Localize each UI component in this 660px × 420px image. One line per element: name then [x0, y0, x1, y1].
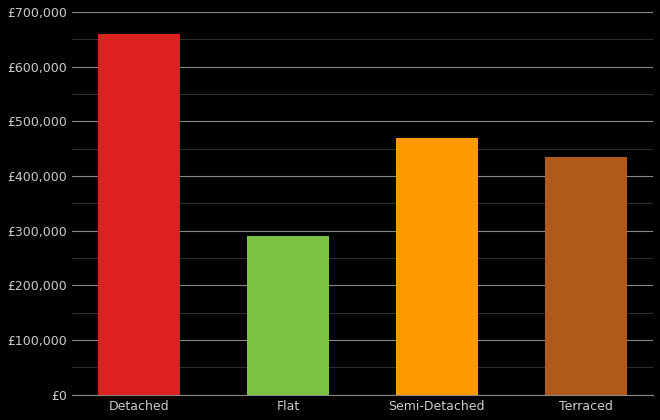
Bar — [544, 157, 626, 394]
Bar — [247, 236, 329, 394]
Bar — [98, 34, 180, 394]
Bar — [396, 138, 478, 394]
